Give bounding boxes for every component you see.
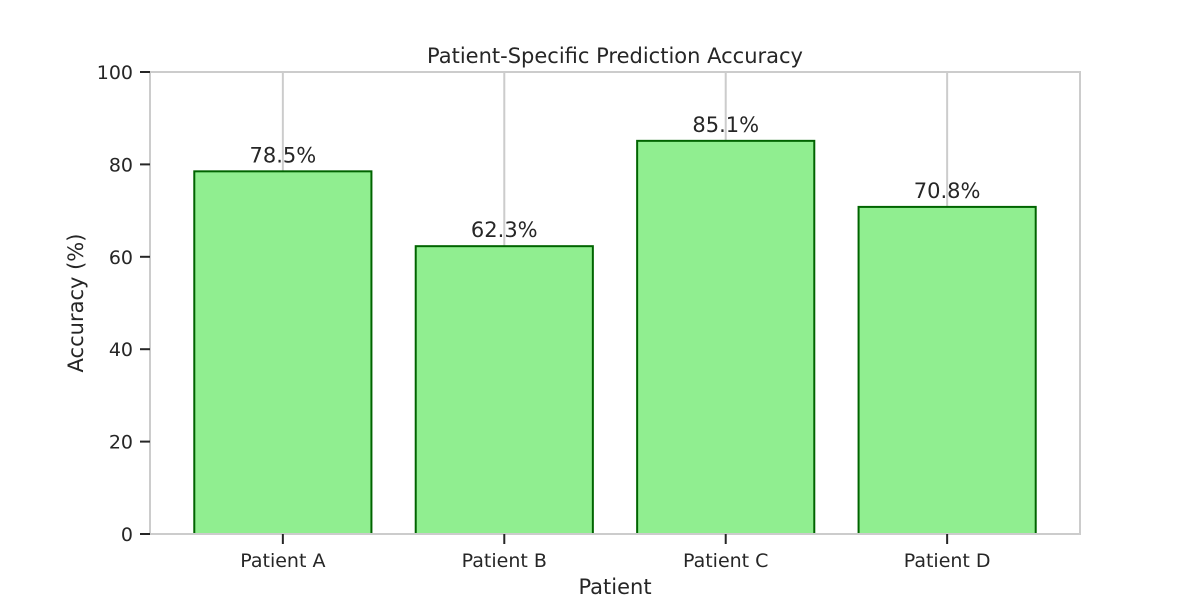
label-layer: 78.5% Patient A 62.3% Patient B 85.1% Patient… [97,62,991,572]
chart-title: Patient-Specific Prediction Accuracy [427,44,803,68]
y-tick-label: 0 [121,524,133,546]
y-tick-label: 80 [109,154,133,176]
tick-layer [140,71,949,544]
bar-value-label: 70.8% [914,179,981,203]
bar-value-label: 78.5% [249,143,316,167]
x-tick-label: Patient B [462,550,547,572]
y-tick-label: 100 [97,62,133,84]
bar [636,139,816,535]
y-tick-label: 20 [109,432,133,454]
bar [414,245,594,535]
y-axis-label: Accuracy (%) [64,234,88,373]
bar [193,170,373,536]
y-tick-label: 60 [109,247,133,269]
bar-layer [193,139,1037,536]
x-tick-label: Patient C [683,550,768,572]
y-tick-label: 40 [109,339,133,361]
x-tick-label: Patient A [240,550,325,572]
plot-frame [149,71,1081,535]
x-tick-label: Patient D [904,550,991,572]
grid-layer [281,72,949,534]
bar-value-label: 62.3% [471,218,538,242]
bar [857,205,1037,536]
bar-value-label: 85.1% [692,113,759,137]
x-axis-label: Patient [578,575,651,599]
